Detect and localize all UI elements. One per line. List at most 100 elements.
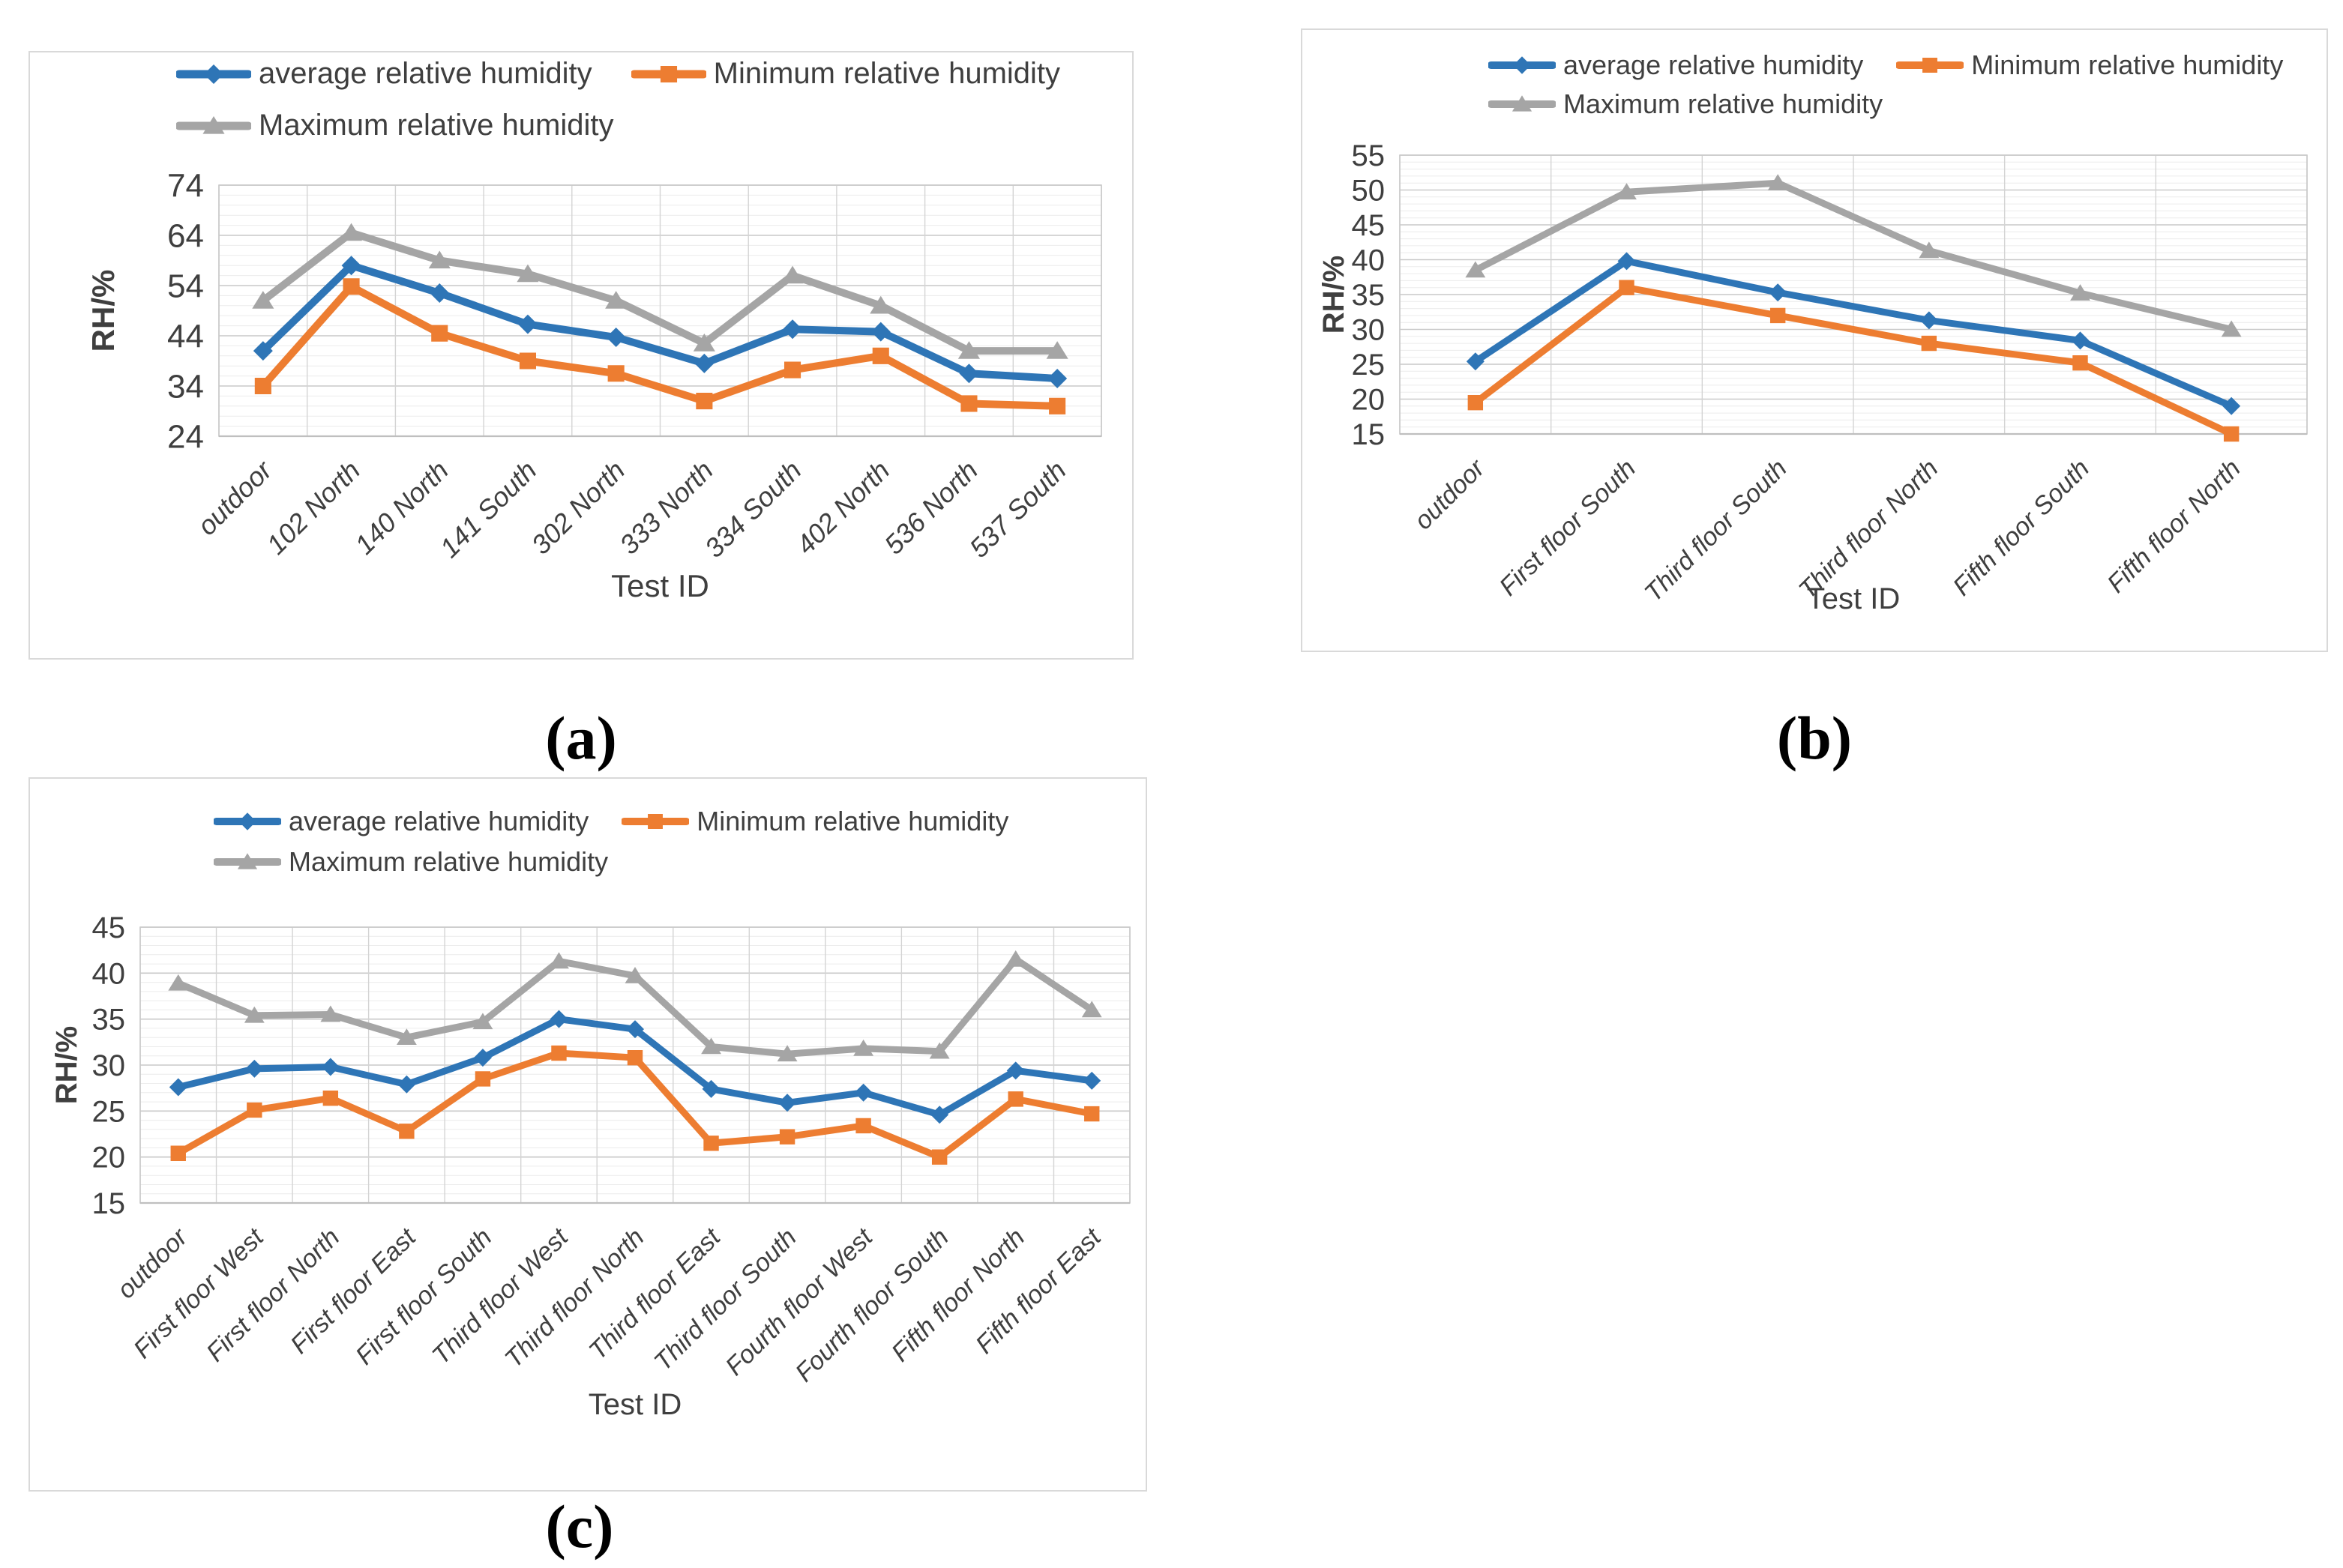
average-marker-icon xyxy=(253,341,273,361)
average-marker-icon xyxy=(550,1010,568,1028)
y-axis-title: RH/% xyxy=(50,1026,83,1104)
x-category-label: outdoor xyxy=(191,453,279,541)
maximum-marker-icon xyxy=(517,264,539,283)
average-marker-icon xyxy=(959,364,979,384)
maximum-marker-icon xyxy=(1616,183,1637,200)
legend-row: Maximum relative humidity xyxy=(176,109,1060,142)
y-tick-label: 64 xyxy=(167,217,204,254)
chart-b-panel: average relative humidity Minimum relati… xyxy=(1301,28,2328,652)
y-axis-title: RH/% xyxy=(1317,256,1350,334)
y-tick-label: 35 xyxy=(92,1004,126,1037)
y-tick-label: 44 xyxy=(167,318,204,355)
average-marker-icon xyxy=(870,322,891,342)
average-marker-icon xyxy=(1919,311,1938,330)
chart-a-legend: average relative humidity Minimum relati… xyxy=(176,57,1060,160)
x-category-label: Third floor South xyxy=(649,1223,802,1377)
minimum-marker-icon xyxy=(1619,280,1634,295)
legend-row: Maximum relative humidity xyxy=(1488,88,2283,120)
minimum-series-swatch-icon xyxy=(622,814,690,829)
average-marker-icon xyxy=(626,1020,644,1039)
average-marker-icon xyxy=(1466,352,1485,371)
x-category-label: 102 North xyxy=(260,455,366,561)
average-series-swatch-icon xyxy=(1488,56,1556,74)
minimum-marker-icon xyxy=(660,65,677,82)
average-series-swatch-icon xyxy=(214,812,281,830)
legend-label-minimum: Minimum relative humidity xyxy=(713,57,1061,90)
legend-item-average: average relative humidity xyxy=(176,57,592,91)
minimum-marker-icon xyxy=(960,395,978,412)
minimum-marker-icon xyxy=(1008,1091,1023,1107)
y-tick-label: 30 xyxy=(1352,314,1386,347)
subfigure-caption-b: (b) xyxy=(1776,704,1853,772)
maximum-marker-icon xyxy=(320,1005,341,1022)
minimum-marker-icon xyxy=(254,377,271,395)
maximum-marker-icon xyxy=(396,1028,417,1046)
series-minimum-line xyxy=(1472,284,2235,438)
average-marker-icon xyxy=(606,328,626,348)
x-category-label: 302 North xyxy=(526,455,631,561)
x-axis-title: Test ID xyxy=(589,1388,682,1421)
maximum-marker-icon xyxy=(625,967,646,983)
legend-item-average: average relative humidity xyxy=(1488,49,1863,81)
x-axis-title: Test ID xyxy=(611,568,709,603)
average-marker-icon xyxy=(1617,252,1636,271)
y-tick-label: 40 xyxy=(1352,244,1386,277)
maximum-marker-icon xyxy=(1081,1001,1102,1018)
average-marker-icon xyxy=(169,1078,187,1097)
minimum-marker-icon xyxy=(2223,426,2240,442)
average-marker-icon xyxy=(930,1106,949,1124)
average-marker-icon xyxy=(321,1058,340,1076)
x-category-label: 402 North xyxy=(790,455,896,561)
minimum-marker-icon xyxy=(1467,394,1484,411)
x-category-label: First floor North xyxy=(201,1223,346,1368)
maximum-marker-icon xyxy=(244,1006,265,1023)
average-marker-icon xyxy=(517,314,538,334)
minimum-marker-icon xyxy=(648,814,664,829)
x-category-label: First floor South xyxy=(350,1223,498,1371)
maximum-marker-icon xyxy=(168,974,189,991)
legend-row: average relative humidity Minimum relati… xyxy=(176,57,1060,91)
y-tick-label: 20 xyxy=(1352,384,1386,417)
legend-item-minimum: Minimum relative humidity xyxy=(631,57,1060,91)
average-marker-icon xyxy=(1083,1071,1101,1090)
minimum-marker-icon xyxy=(551,1045,567,1061)
legend-label-maximum: Maximum relative humidity xyxy=(259,109,614,142)
legend-label-maximum: Maximum relative humidity xyxy=(289,846,609,877)
minimum-series-swatch-icon xyxy=(1896,58,1964,73)
maximum-marker-icon xyxy=(202,115,225,134)
maximum-marker-icon xyxy=(252,291,274,309)
average-marker-icon xyxy=(238,812,256,830)
legend-row: Maximum relative humidity xyxy=(214,846,1008,878)
legend-item-maximum: Maximum relative humidity xyxy=(214,846,608,878)
x-category-label: Third floor South xyxy=(1639,454,1793,608)
minimum-marker-icon xyxy=(696,393,713,410)
series-maximum-markers xyxy=(1465,174,2242,337)
series-minimum-markers xyxy=(1467,280,2240,442)
y-tick-label: 25 xyxy=(1352,349,1386,382)
minimum-marker-icon xyxy=(607,365,625,382)
average-marker-icon xyxy=(854,1083,873,1102)
legend-item-maximum: Maximum relative humidity xyxy=(1488,88,1883,120)
maximum-marker-icon xyxy=(2221,320,2242,337)
y-tick-label: 15 xyxy=(1352,418,1386,451)
minimum-marker-icon xyxy=(1769,307,1786,324)
minimum-marker-icon xyxy=(627,1049,643,1066)
average-marker-icon xyxy=(1769,283,1787,302)
maximum-marker-icon xyxy=(693,334,715,352)
minimum-marker-icon xyxy=(399,1124,415,1139)
minimum-marker-icon xyxy=(1049,397,1066,414)
minimum-marker-icon xyxy=(1921,335,1937,352)
y-tick-label: 25 xyxy=(92,1095,126,1128)
legend-label-average: average relative humidity xyxy=(1563,49,1864,80)
maximum-marker-icon xyxy=(428,250,451,269)
chart-c-legend: average relative humidity Minimum relati… xyxy=(214,806,1008,887)
chart-a-panel: average relative humidity Minimum relati… xyxy=(28,51,1134,660)
legend-label-average: average relative humidity xyxy=(259,57,592,90)
average-marker-icon xyxy=(1513,56,1531,74)
x-axis-title: Test ID xyxy=(1807,582,1900,615)
maximum-marker-icon xyxy=(1005,950,1026,967)
series-minimum-markers xyxy=(254,278,1066,414)
